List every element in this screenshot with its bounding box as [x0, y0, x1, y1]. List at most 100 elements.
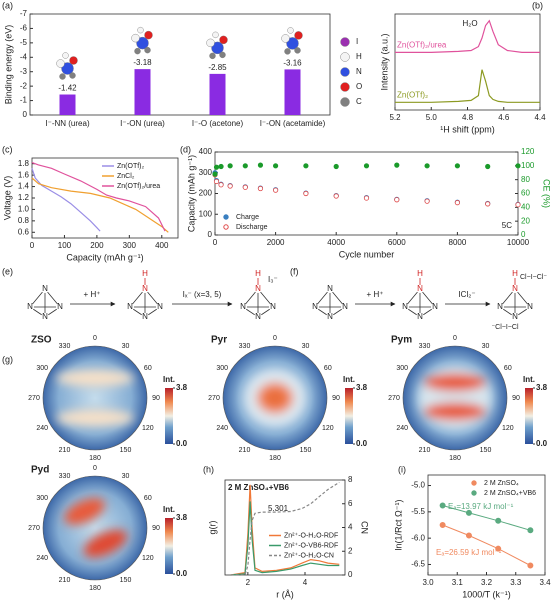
point: [527, 562, 534, 569]
x-tick-label: 200: [90, 241, 104, 250]
polar-blobs: [64, 498, 128, 558]
x-tick-label: 100: [58, 241, 72, 250]
legend-marker: [471, 480, 477, 486]
series-line: [395, 69, 540, 103]
x-tick-label: 5.0: [426, 113, 438, 122]
point: [212, 171, 218, 177]
atom-bg: [126, 303, 134, 311]
colorbar-tick-label: 0.0: [536, 439, 548, 448]
atom-label: N: [417, 284, 423, 293]
x-tick-label: I⁻-ON (urea): [120, 119, 165, 128]
angle-label: 270: [388, 395, 400, 402]
series-line: [230, 501, 340, 576]
atom: [281, 34, 290, 43]
atom-label: N: [157, 302, 163, 311]
atom: [69, 56, 78, 65]
angle-label: 150: [480, 447, 492, 454]
atom: [56, 59, 65, 68]
data-label: -2.85: [208, 63, 227, 72]
point: [227, 163, 233, 169]
x-tick-label: 3.4: [539, 578, 551, 587]
legend-marker: [471, 490, 477, 496]
atom-bg: [269, 303, 277, 311]
angle-label: 240: [396, 425, 408, 432]
annotation: Eₐ=13.97 kJ mol⁻¹: [448, 502, 514, 511]
atom-label: N: [432, 302, 438, 311]
y2-tick-label: 40: [521, 202, 530, 211]
y-tick-label: 0.8: [18, 216, 30, 225]
point: [272, 163, 279, 169]
angle-label: 180: [89, 585, 101, 592]
atom: [219, 51, 226, 59]
atom-swatch: [340, 52, 350, 62]
y2-axis-label: CN: [360, 521, 370, 534]
angle-label: 180: [89, 455, 101, 462]
atom-label: H: [142, 269, 148, 278]
y-axis-label: Voltage (V): [2, 176, 12, 221]
y-tick-label: -6.5: [411, 560, 425, 569]
colorbar-tick-label: 0.0: [176, 439, 188, 448]
angle-label: 30: [482, 343, 490, 350]
point: [213, 178, 220, 185]
atom-swatch: [340, 82, 350, 92]
colorbar: [525, 388, 533, 444]
atom-bg: [41, 285, 49, 293]
polar-outline: [402, 345, 508, 451]
x-tick-label: I⁻-NN (urea): [45, 119, 90, 128]
y-tick-label: 1.4: [18, 182, 30, 191]
atom-bg: [401, 303, 409, 311]
colorbar-tick-label: 0.0: [356, 439, 368, 448]
atom-bg: [511, 285, 519, 293]
atom-label: N: [142, 284, 148, 293]
series-line: [31, 162, 166, 232]
angle-label: 210: [239, 447, 251, 454]
y2-tick-label: 4: [348, 523, 353, 532]
angle-label: 30: [122, 473, 130, 480]
data-label: -1.42: [58, 84, 77, 93]
atom-bg: [239, 303, 247, 311]
y-tick-label: 100: [199, 209, 213, 218]
legend-label: Discharge: [236, 224, 268, 231]
y2-tick-label: 100: [521, 161, 535, 170]
point: [303, 163, 309, 169]
bar: [209, 73, 226, 115]
legend-label: 2 M ZnSO₄+VB6: [484, 490, 536, 497]
point: [213, 164, 220, 170]
atom-label: H: [255, 269, 261, 278]
series-line: [31, 177, 169, 233]
atom-label: N: [342, 302, 348, 311]
angle-label: 300: [36, 495, 48, 502]
atom: [144, 30, 153, 40]
atom: [284, 48, 291, 55]
atom-bg: [156, 303, 164, 311]
point: [495, 517, 502, 524]
x-axis-label: r (Å): [276, 589, 294, 599]
y-tick-label: 1.0: [18, 205, 30, 214]
legend-marker: [223, 224, 229, 230]
atom-bg: [311, 303, 319, 311]
point: [439, 522, 446, 529]
y-axis-label: g(r): [207, 521, 217, 535]
point: [333, 193, 339, 199]
x-tick-label: 2000: [267, 238, 285, 247]
y2-tick-label: 80: [521, 175, 530, 184]
panel-label: (c): [2, 144, 13, 154]
atom: [294, 31, 303, 40]
x-tick-label: I⁻-O (acetone): [192, 119, 244, 128]
atom-swatch: [340, 37, 350, 47]
angle-label: 300: [36, 365, 48, 372]
angle-label: 0: [93, 465, 97, 472]
colorbar-label: Int.: [163, 375, 175, 384]
x-tick-label: 10000: [507, 238, 530, 247]
x-tick-label: 4.8: [462, 113, 474, 122]
colorbar: [345, 388, 353, 444]
atom-label: N: [497, 302, 503, 311]
point: [454, 163, 460, 169]
atom-label: N: [356, 67, 362, 76]
y-tick-label: -5.0: [411, 481, 425, 490]
x-tick-label: 4: [303, 578, 308, 587]
colorbar-label: Int.: [343, 375, 355, 384]
series-label: Zn(OTf)₂: [397, 90, 428, 99]
annotation: 5.301: [268, 504, 289, 513]
angle-label: 0: [273, 335, 277, 342]
